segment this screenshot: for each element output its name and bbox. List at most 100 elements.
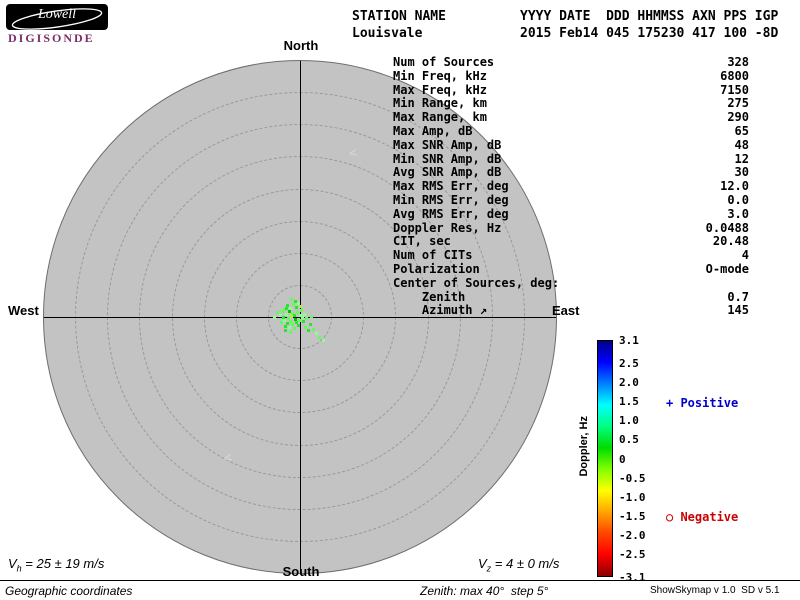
source-dot (279, 314, 282, 317)
vz-value: = 4 ± 0 m/s (491, 556, 560, 571)
negative-doppler-label: ○ Negative (666, 510, 739, 524)
stat-value: 3.0 (727, 206, 749, 221)
measurement-stats-panel: Num of Sources 328 Min Freq, kHz 6800 Max Fr… (393, 55, 749, 318)
app-version-label: ShowSkymap v 1.0 SD v 5.1 (650, 585, 780, 596)
source-dot (305, 317, 308, 320)
source-dot (289, 331, 292, 334)
north-label: North (283, 38, 319, 53)
stat-row: Avg SNR Amp, dB 30 (393, 166, 749, 180)
source-dot (294, 300, 297, 303)
stat-label: Avg RMS Err, deg (393, 206, 509, 221)
source-dot (284, 329, 287, 332)
stat-row: Min SNR Amp, dB 12 (393, 152, 749, 167)
lowell-logo: Lowell (6, 4, 108, 30)
source-dot (299, 305, 302, 308)
source-dot (304, 326, 307, 329)
stat-value: 0.7 (727, 289, 749, 304)
station-name-value: Louisvale (352, 26, 423, 41)
source-dot (282, 316, 285, 319)
east-label: East (552, 303, 580, 318)
logo-lowell-text: Lowell (37, 7, 77, 22)
source-dot (290, 315, 293, 318)
source-dot (286, 322, 289, 325)
source-dot (290, 298, 293, 301)
colorbar-tick-label: 1.5 (619, 395, 639, 409)
stat-label: Zenith (393, 289, 466, 304)
stat-label: Max RMS Err, deg (393, 179, 509, 194)
stat-label: Num of Sources (393, 55, 495, 69)
source-dot (286, 304, 289, 307)
stat-value: 7150 (720, 82, 749, 97)
doppler-colorbar (597, 340, 613, 577)
doppler-axis-label: Doppler, Hz (578, 416, 590, 477)
stat-label: Max Range, km (393, 110, 487, 125)
source-dot (291, 323, 294, 326)
source-dot (293, 327, 296, 330)
source-dot (295, 321, 298, 324)
stat-row: Azimuth ↗ 145 (393, 304, 749, 318)
stat-value: 30 (734, 165, 749, 180)
positive-doppler-label: + Positive (666, 396, 739, 410)
stat-value: 6800 (720, 68, 749, 83)
colorbar-tick-label: -1.0 (619, 490, 646, 504)
colorbar-tick-label: -2.0 (619, 528, 646, 542)
coordinate-system-label: Geographic coordinates (5, 584, 133, 598)
source-dot (276, 311, 279, 314)
stat-label: Num of CITs (393, 248, 473, 263)
stat-value: 275 (727, 96, 749, 111)
vh-value: = 25 ± 19 m/s (21, 556, 105, 571)
source-dot (285, 307, 288, 310)
date-fields-value: 2015 Feb14 045 175230 417 100 -8D (520, 26, 779, 41)
colorbar-tick-label: 3.1 (619, 334, 639, 347)
source-dot (307, 329, 310, 332)
stat-row: Max Freq, kHz 7150 (393, 82, 749, 98)
stat-label: Max Amp, dB (393, 123, 473, 138)
vz-subscript: z (486, 563, 492, 574)
source-dot (297, 302, 300, 305)
source-dot (312, 328, 315, 331)
logo-digisonde-text: DIGISONDE (8, 31, 95, 45)
stat-label: Doppler Res, Hz (393, 220, 502, 235)
stat-row: Max Amp, dB 65 (393, 123, 749, 139)
source-dot (291, 312, 294, 315)
source-dot (293, 314, 296, 317)
colorbar-tick-label: 1.0 (619, 414, 639, 428)
colorbar-tick-label: 2.5 (619, 356, 639, 370)
stat-value: 12.0 (720, 179, 749, 194)
source-dot (298, 319, 301, 322)
stat-value: 145 (727, 303, 749, 318)
stat-label: Polarization (393, 261, 480, 276)
source-dot (315, 332, 318, 335)
colorbar-tick-label: -1.5 (619, 509, 646, 523)
source-dot (287, 317, 290, 320)
source-dot (303, 313, 306, 316)
stat-row: Polarization O-mode (393, 261, 749, 277)
west-label: West (8, 303, 39, 318)
stat-row: Max Range, km 290 (393, 110, 749, 125)
stat-row: Num of Sources 328 (393, 55, 749, 70)
stat-label: Max SNR Amp, dB (393, 137, 502, 152)
south-label: South (282, 564, 320, 579)
source-dot (309, 323, 312, 326)
source-dot (299, 314, 302, 317)
colorbar-tick-label: -2.5 (619, 548, 646, 562)
source-dot (318, 336, 321, 339)
stat-label: Min Freq, kHz (393, 68, 487, 83)
stat-value: 20.48 (712, 234, 749, 249)
source-dot (289, 307, 292, 310)
stat-value: O-mode (705, 261, 749, 276)
stat-value: 0.0 (727, 192, 749, 207)
crosshair-horizontal-line (44, 317, 556, 318)
stat-value: 0.0488 (705, 220, 749, 235)
stat-label: CIT, sec (393, 234, 451, 249)
horizontal-velocity-label: Vh = 25 ± 19 m/s (8, 556, 104, 574)
source-dot (292, 303, 295, 306)
stat-value: 290 (727, 110, 749, 125)
date-header: YYYY DATE DDD HHMMSS AXN PPS IGP 2015 Fe… (520, 8, 778, 42)
footer-divider (0, 580, 800, 581)
source-dot (301, 316, 304, 319)
stat-label: Max Freq, kHz (393, 82, 487, 97)
source-dot (281, 310, 284, 313)
stat-value: 4 (741, 248, 749, 263)
